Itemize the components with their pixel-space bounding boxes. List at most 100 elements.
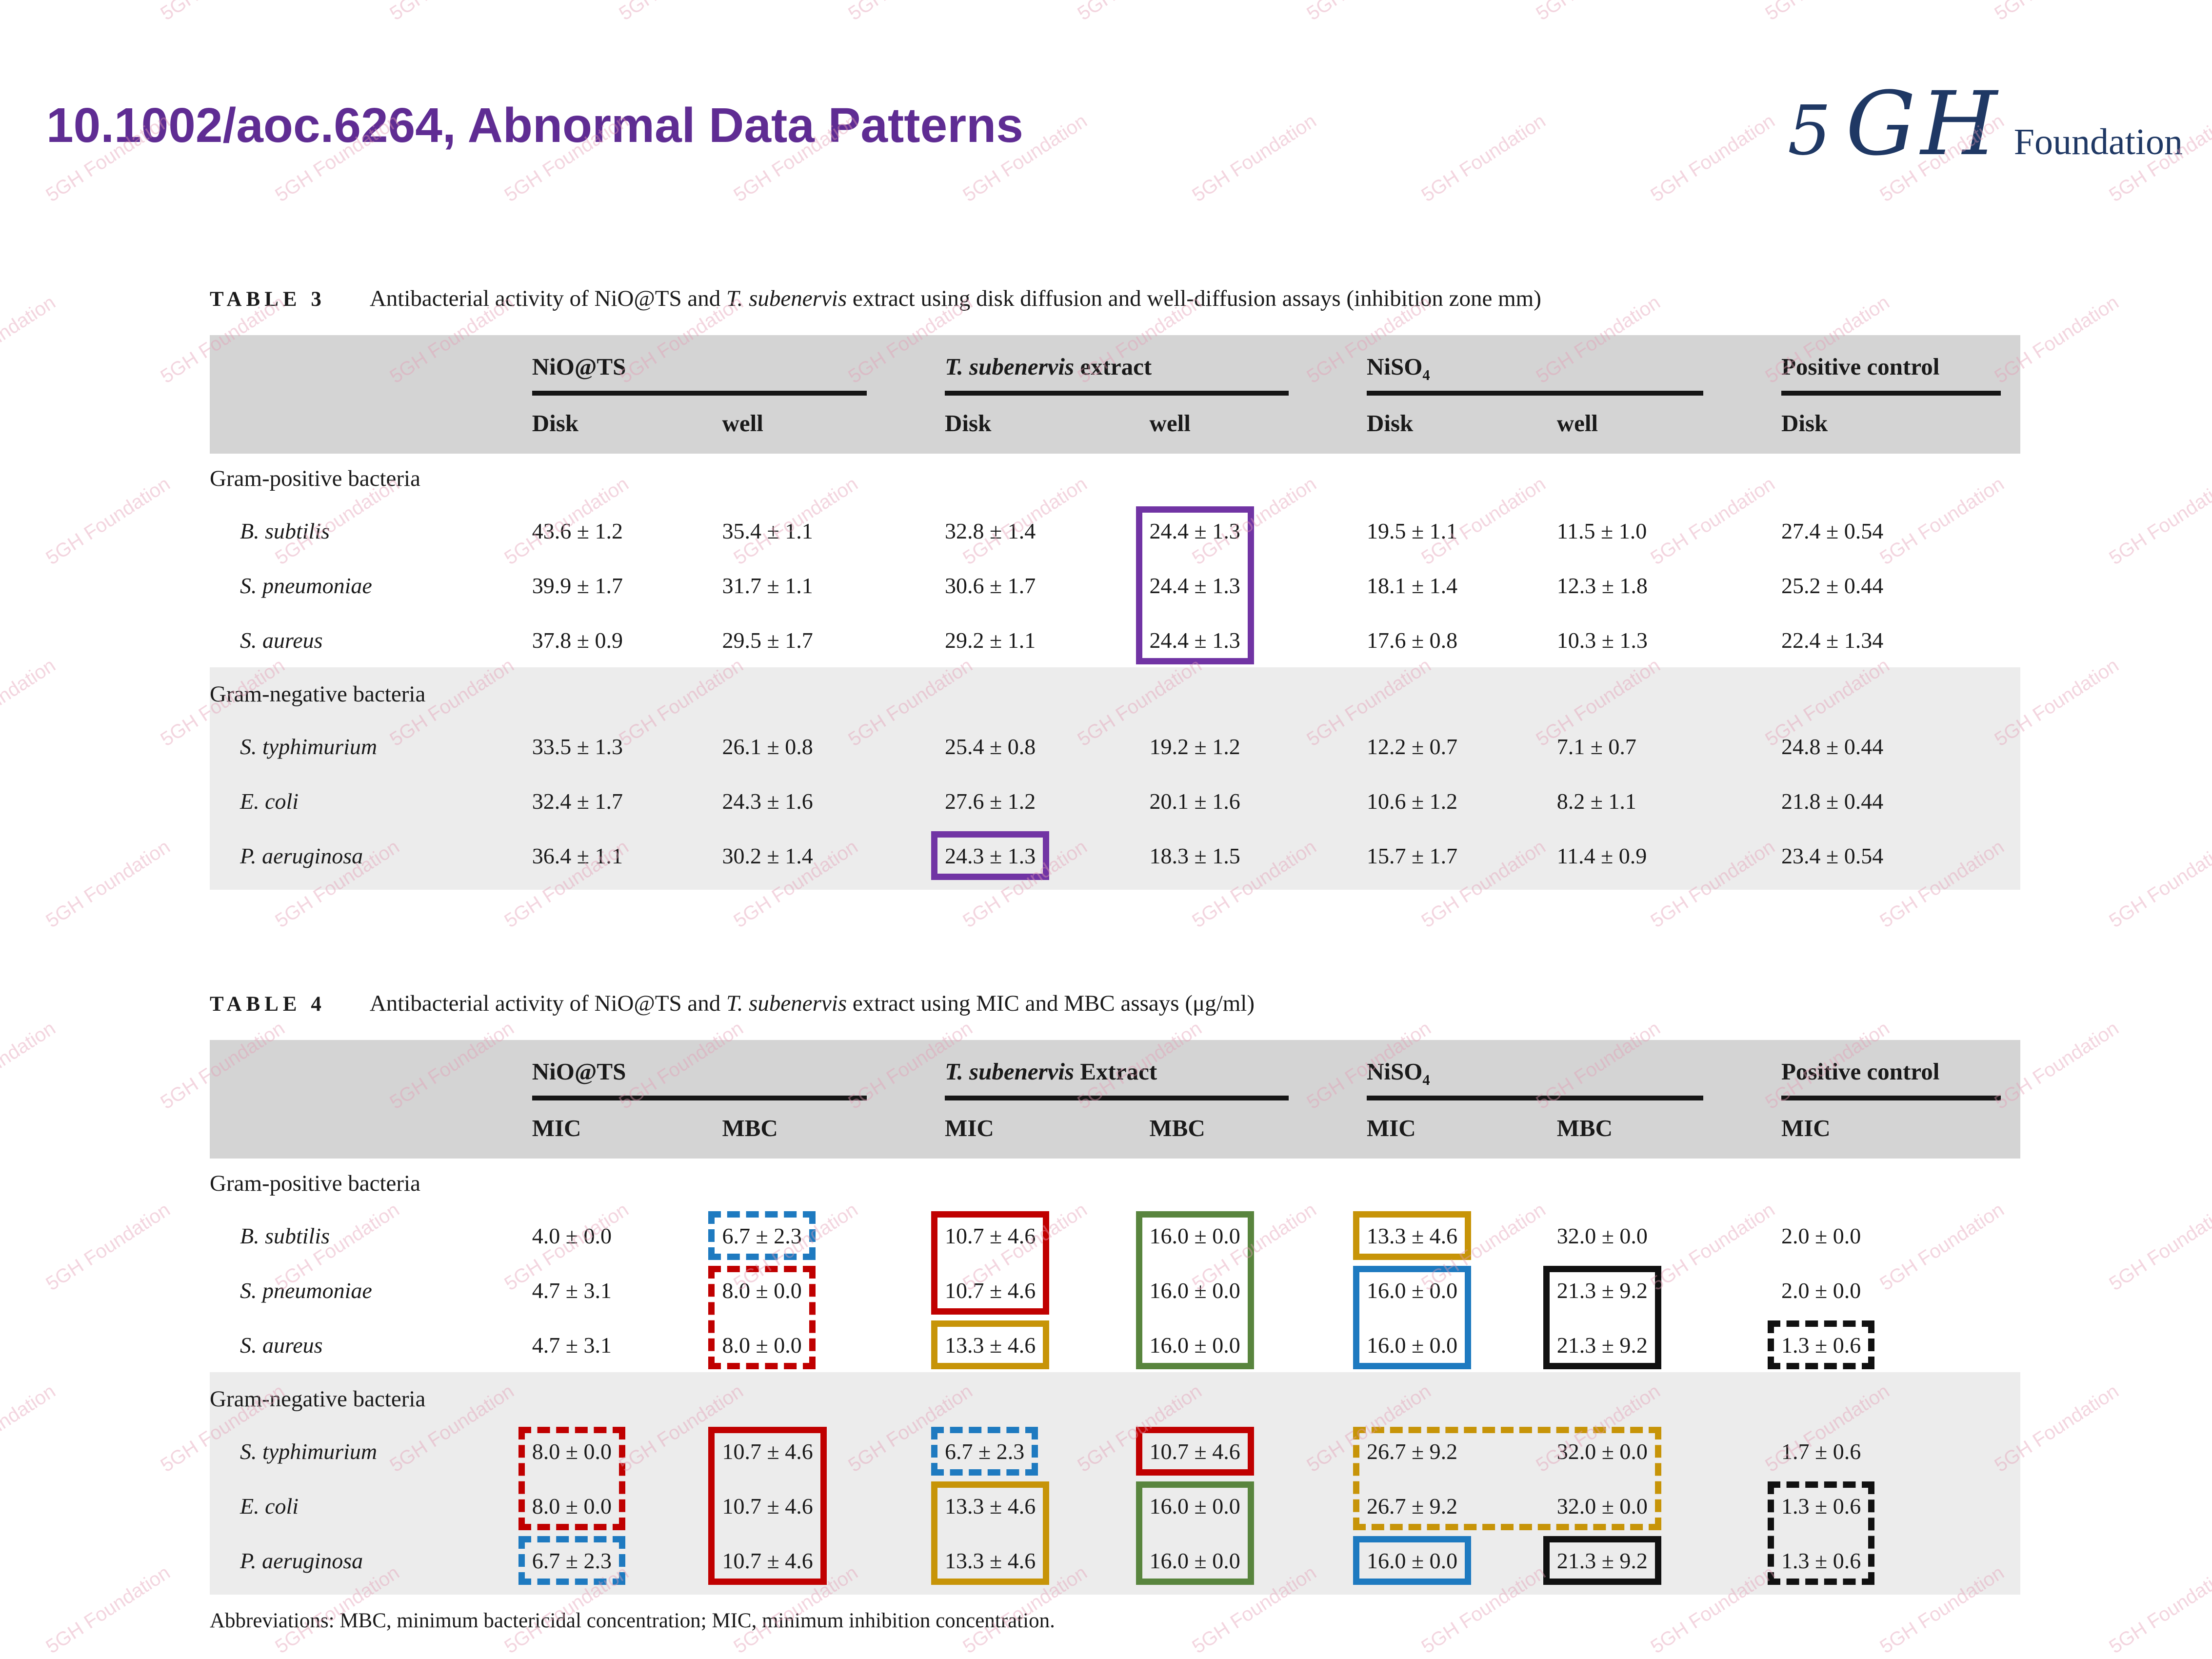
value-cell: 12.2 ± 0.7 bbox=[1367, 719, 1557, 774]
cell-value: 8.2 ± 1.1 bbox=[1556, 788, 1636, 814]
cell-value: 21.3 ± 9.2 bbox=[1556, 1332, 1648, 1358]
column-group-row: NiO@TS T. subenervis extract NiSO4 Positive… bbox=[210, 353, 2020, 396]
value-cell: 33.5 ± 1.3 bbox=[532, 719, 722, 774]
cell-value: 10.7 ± 4.6 bbox=[722, 1548, 813, 1573]
species-cell: P. aeruginosa bbox=[210, 1533, 532, 1588]
watermark-text: 5GH Foundation bbox=[42, 473, 174, 569]
group-underline bbox=[1366, 391, 1703, 396]
column-group-label: T. subenervis Extract bbox=[945, 1058, 1157, 1085]
table-3-body: Gram-positive bacteria B. subtilis 43.6 ± … bbox=[210, 454, 2020, 890]
value-cell: 22.4 ± 1.34 bbox=[1781, 613, 2020, 667]
column-header: MIC bbox=[1366, 1115, 1416, 1141]
value-cell: 26.7 ± 9.2 bbox=[1367, 1424, 1557, 1479]
table-row: P. aeruginosa 36.4 ± 1.1 30.2 ± 1.4 24.3 ± … bbox=[210, 828, 2020, 883]
logo-word: Foundation bbox=[2013, 121, 2183, 162]
cell-value: 6.7 ± 2.3 bbox=[532, 1548, 612, 1573]
column-group-label: NiO@TS bbox=[532, 353, 626, 380]
value-cell: 39.9 ± 1.7 bbox=[532, 558, 722, 613]
cell-value: 32.4 ± 1.7 bbox=[532, 788, 623, 814]
value-cell: 13.3 ± 4.6 bbox=[945, 1318, 1149, 1372]
value-cell: 16.0 ± 0.0 bbox=[1367, 1533, 1557, 1588]
watermark-text: 5GH Foundation bbox=[0, 1017, 60, 1114]
cell-value: 11.4 ± 0.9 bbox=[1556, 843, 1647, 868]
species-name: B. subtilis bbox=[240, 518, 330, 543]
value-cell: 10.7 ± 4.6 bbox=[945, 1263, 1149, 1318]
cell-value: 23.4 ± 0.54 bbox=[1781, 843, 1884, 868]
cell-value: 1.3 ± 0.6 bbox=[1781, 1493, 1861, 1519]
cell-value: 7.1 ± 0.7 bbox=[1556, 734, 1636, 759]
cell-value: 20.1 ± 1.6 bbox=[1149, 788, 1240, 814]
cell-value: 16.0 ± 0.0 bbox=[1149, 1493, 1240, 1519]
cell-value: 37.8 ± 0.9 bbox=[532, 627, 623, 653]
section-header: Gram-positive bacteria bbox=[210, 1171, 420, 1196]
value-cell: 37.8 ± 0.9 bbox=[532, 613, 722, 667]
column-group-header: NiSO4 bbox=[1366, 1058, 1781, 1100]
cell-value: 26.7 ± 9.2 bbox=[1366, 1439, 1458, 1464]
cell-value: 32.0 ± 0.0 bbox=[1556, 1223, 1648, 1248]
cell-value: 8.0 ± 0.0 bbox=[532, 1493, 612, 1519]
cell-value: 31.7 ± 1.1 bbox=[722, 573, 813, 598]
watermark-text: 5GH Foundation bbox=[42, 836, 174, 932]
watermark-text: 5GH Foundation bbox=[844, 0, 976, 25]
value-cell: 25.2 ± 0.44 bbox=[1781, 558, 2020, 613]
cell-value: 8.0 ± 0.0 bbox=[532, 1439, 612, 1464]
cell-value: 16.0 ± 0.0 bbox=[1149, 1223, 1240, 1248]
value-cell: 24.3 ± 1.3 bbox=[945, 828, 1149, 883]
table-4: TABLE 4 Antibacterial activity of NiO@TS… bbox=[210, 990, 2020, 1595]
column-header: well bbox=[722, 410, 763, 437]
cell-value: 19.5 ± 1.1 bbox=[1366, 518, 1458, 543]
value-cell: 24.3 ± 1.6 bbox=[722, 774, 945, 828]
value-cell: 1.3 ± 0.6 bbox=[1781, 1318, 2020, 1372]
species-cell: S. pneumoniae bbox=[210, 558, 532, 613]
species-cell: S. aureus bbox=[210, 1318, 532, 1372]
value-cell: 26.1 ± 0.8 bbox=[722, 719, 945, 774]
value-cell: 24.8 ± 0.44 bbox=[1781, 719, 2020, 774]
value-cell: 6.7 ± 2.3 bbox=[722, 1208, 945, 1263]
table-row: S. pneumoniae 39.9 ± 1.7 31.7 ± 1.1 30.6 ± … bbox=[210, 558, 2020, 613]
cell-value: 22.4 ± 1.34 bbox=[1781, 627, 1884, 653]
value-cell: 11.4 ± 0.9 bbox=[1557, 828, 1781, 883]
cell-value: 10.7 ± 4.6 bbox=[722, 1439, 813, 1464]
watermark-text: 5GH Foundation bbox=[1188, 110, 1320, 206]
table-3: TABLE 3 Antibacterial activity of NiO@TS… bbox=[210, 285, 2020, 890]
cell-value: 1.3 ± 0.6 bbox=[1781, 1332, 1861, 1358]
column-header: MIC bbox=[945, 1115, 994, 1141]
cell-value: 16.0 ± 0.0 bbox=[1366, 1332, 1458, 1358]
species-cell: S. typhimurium bbox=[210, 1424, 532, 1479]
cell-value: 4.7 ± 3.1 bbox=[532, 1332, 612, 1358]
foundation-logo: 5 G H Foundation bbox=[1788, 80, 2183, 168]
cell-value: 4.0 ± 0.0 bbox=[532, 1223, 612, 1248]
cell-value: 13.3 ± 4.6 bbox=[945, 1493, 1036, 1519]
table-row: P. aeruginosa 6.7 ± 2.3 10.7 ± 4.6 13.3 ± 4… bbox=[210, 1533, 2020, 1588]
value-cell: 27.4 ± 0.54 bbox=[1781, 503, 2020, 558]
column-group-header: NiSO4 bbox=[1366, 353, 1781, 396]
watermark-text: 5GH Foundation bbox=[2105, 1199, 2212, 1295]
cell-value: 18.3 ± 1.5 bbox=[1149, 843, 1240, 868]
group-row-spacer bbox=[210, 353, 532, 396]
value-cell: 16.0 ± 0.0 bbox=[1150, 1208, 1367, 1263]
species-name: E. coli bbox=[240, 788, 299, 814]
value-cell: 23.4 ± 0.54 bbox=[1781, 828, 2020, 883]
value-cell: 8.0 ± 0.0 bbox=[532, 1479, 722, 1533]
value-cell: 32.0 ± 0.0 bbox=[1557, 1479, 1781, 1533]
table-row: S. pneumoniae 4.7 ± 3.1 8.0 ± 0.0 10.7 ± 4.… bbox=[210, 1263, 2020, 1318]
cell-value: 26.1 ± 0.8 bbox=[722, 734, 813, 759]
value-cell: 6.7 ± 2.3 bbox=[945, 1424, 1149, 1479]
cell-value: 2.0 ± 0.0 bbox=[1781, 1278, 1861, 1303]
column-header: Disk bbox=[1781, 410, 1828, 437]
table-row: E. coli 8.0 ± 0.0 10.7 ± 4.6 13.3 ± 4.6 16.0… bbox=[210, 1479, 2020, 1533]
watermark-text: 5GH Foundation bbox=[0, 0, 60, 25]
watermark-text: 5GH Foundation bbox=[1532, 0, 1664, 25]
column-header: Disk bbox=[1366, 410, 1414, 437]
value-cell: 16.0 ± 0.0 bbox=[1367, 1263, 1557, 1318]
value-cell: 16.0 ± 0.0 bbox=[1150, 1318, 1367, 1372]
page-title: 10.1002/aoc.6264, Abnormal Data Patterns bbox=[46, 98, 1023, 153]
column-header: MIC bbox=[532, 1115, 581, 1141]
cell-value: 10.7 ± 4.6 bbox=[722, 1493, 813, 1519]
table-row: B. subtilis 4.0 ± 0.0 6.7 ± 2.3 10.7 ± 4.6 1… bbox=[210, 1208, 2020, 1263]
section-header: Gram-negative bacteria bbox=[210, 681, 426, 707]
value-cell: 1.7 ± 0.6 bbox=[1781, 1424, 2020, 1479]
species-cell: B. subtilis bbox=[210, 503, 532, 558]
cell-value: 25.4 ± 0.8 bbox=[945, 734, 1036, 759]
